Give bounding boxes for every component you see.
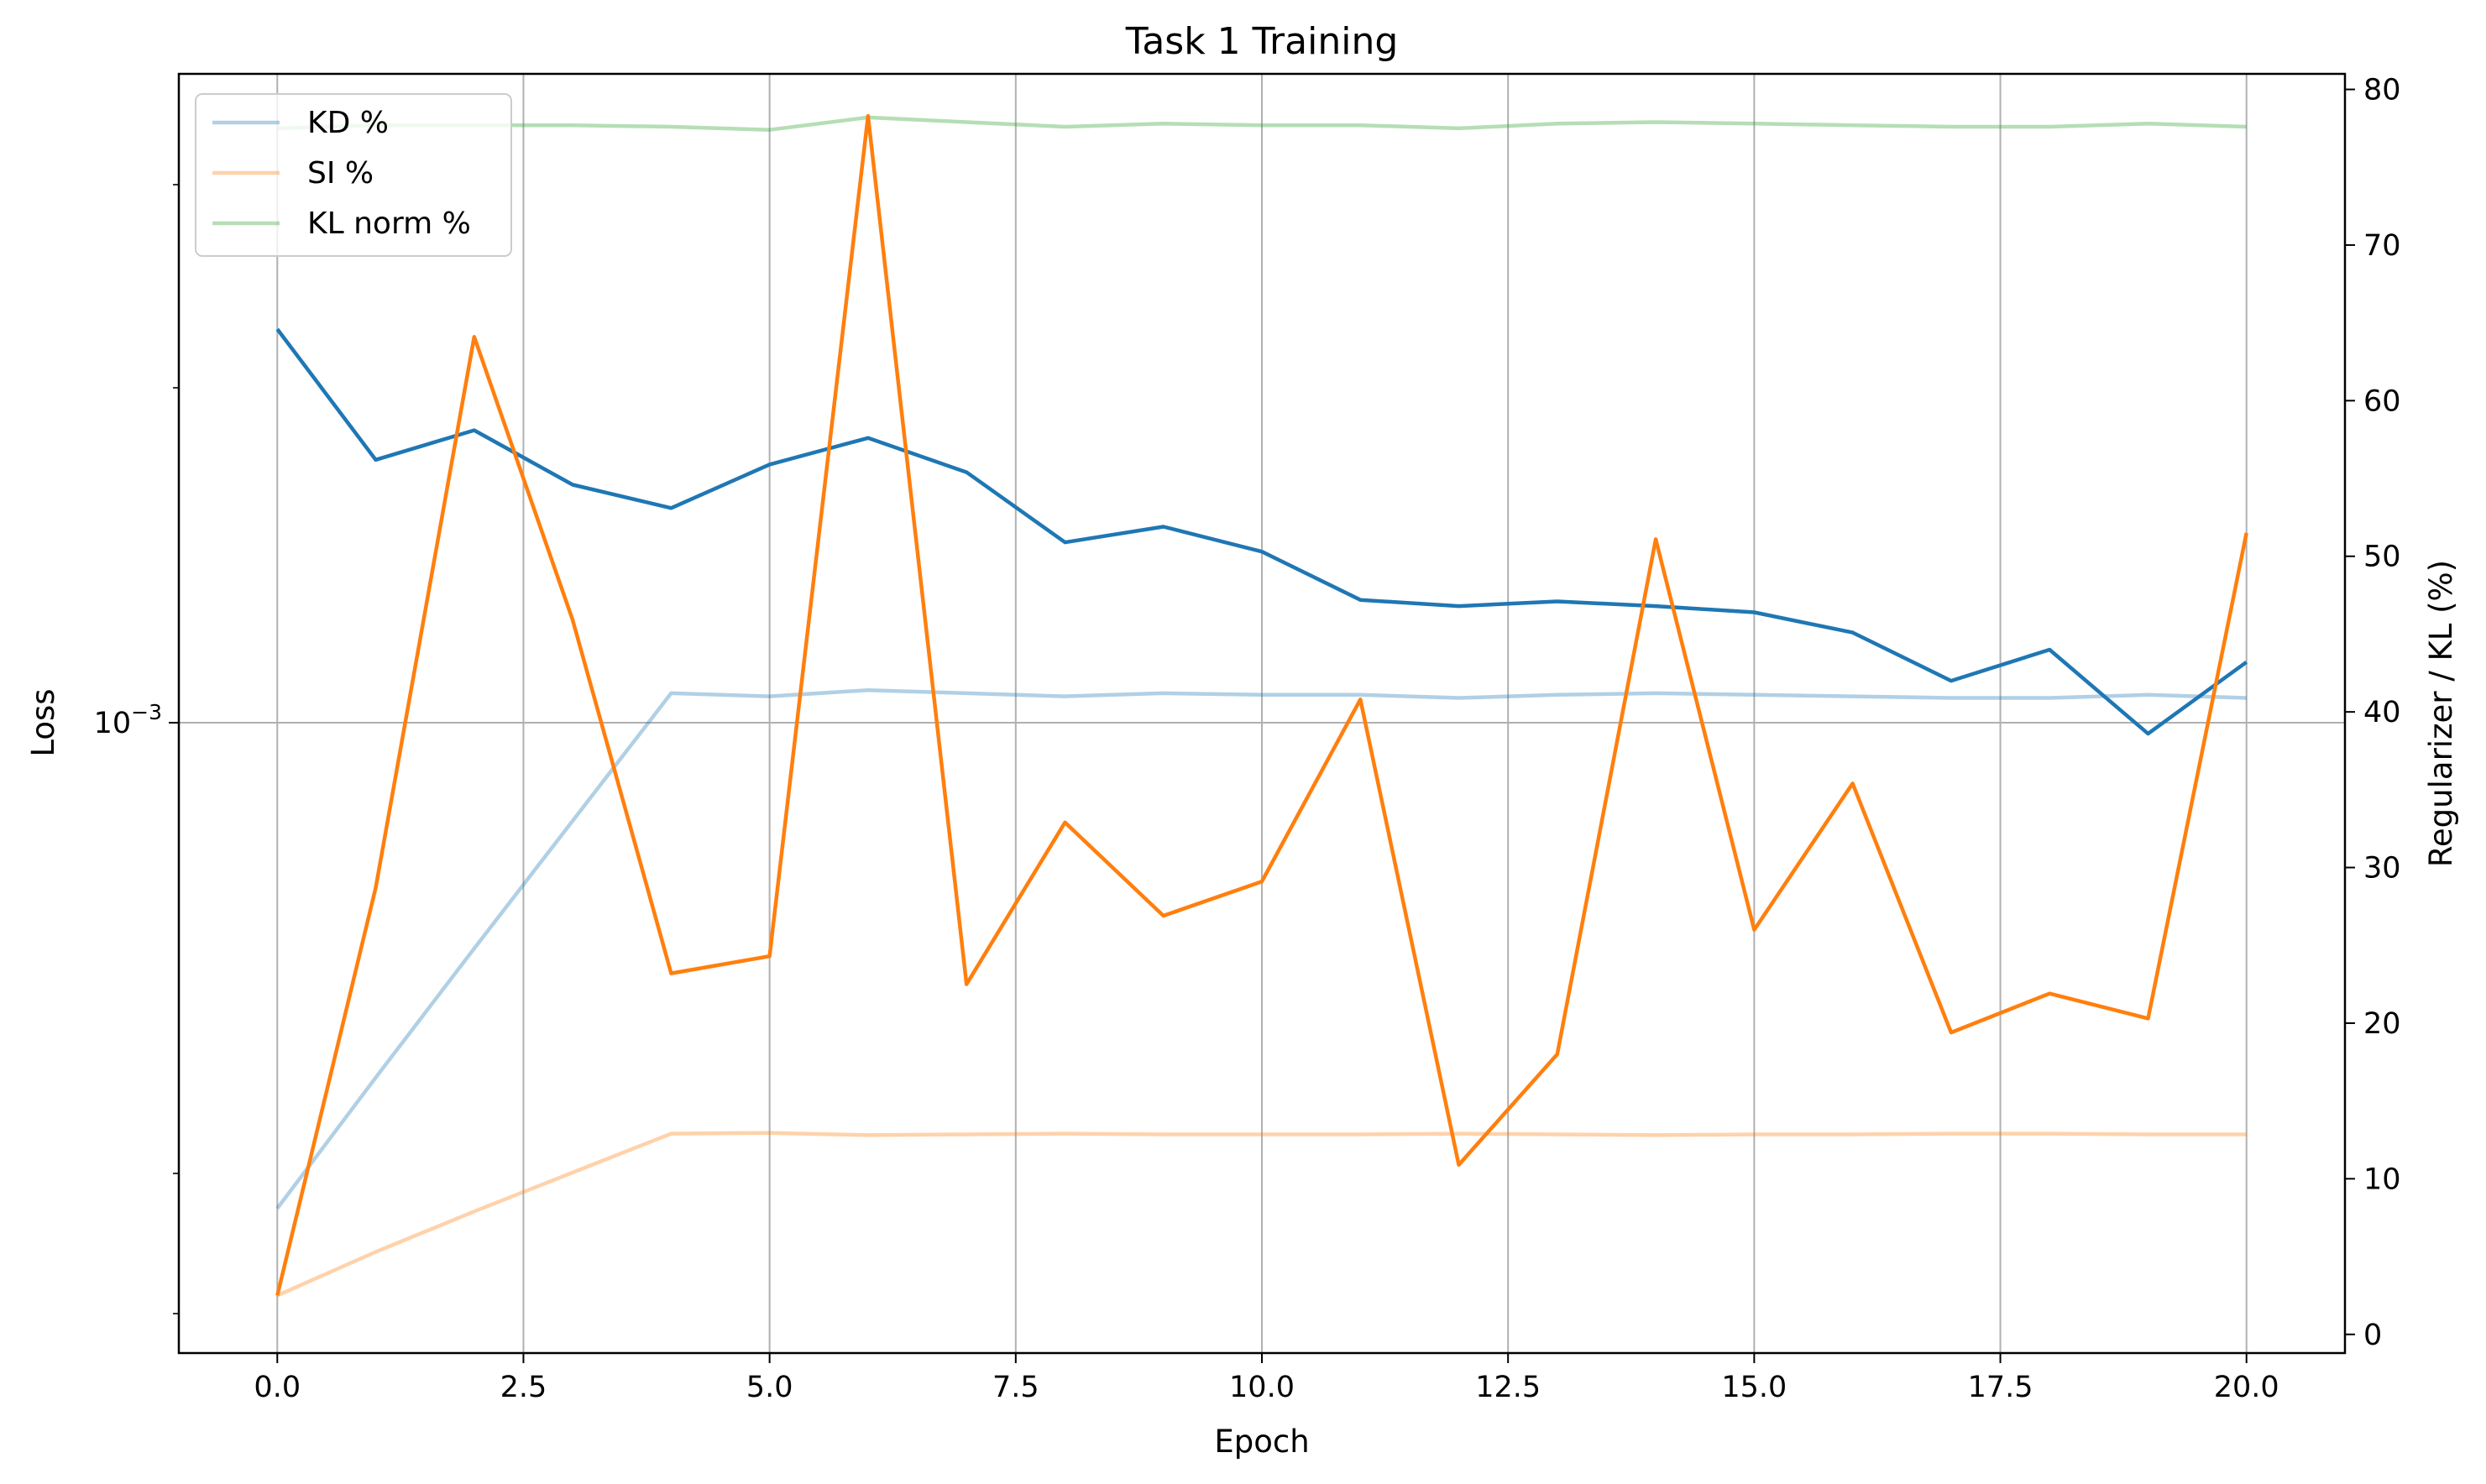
series-line-left-3 [275,327,2248,736]
right-tick-label: 70 [2363,229,2401,263]
legend-box [195,93,512,257]
right-tick-label: 10 [2363,1163,2401,1196]
legend-label: SI % [307,156,374,191]
series-line-si [276,1131,2247,1298]
left-tick-label-base: 10 [94,707,132,740]
right-tick-label: 30 [2363,852,2401,886]
right-tick-label: 60 [2363,384,2401,418]
right-axis-label: Regularizer / KL (%) [2423,560,2459,867]
right-tick-label: 80 [2363,74,2401,107]
series-line-kl-norm [277,115,2247,132]
chart-title: Task 1 Training [1125,20,1399,63]
right-tick-label: 20 [2363,1007,2401,1041]
left-axis: 10−3 [94,184,179,1314]
left-tick-label: 10−3 [94,700,162,740]
x-tick-label: 7.5 [992,1371,1039,1404]
legend-label: KD % [307,106,389,140]
x-tick-label: 15.0 [1721,1371,1787,1404]
series-line-right-4 [275,113,2248,1296]
x-tick-label: 5.0 [746,1371,793,1404]
x-axis: 0.0 2.5 5.0 7.5 10.0 12.5 15.0 17.5 20.0 [254,1353,2279,1404]
right-tick-label: 50 [2363,541,2401,574]
right-axis: 0 10 20 30 40 50 60 70 80 [2345,74,2401,1352]
right-tick-label: 40 [2363,696,2401,729]
legend: KD % SI % KL norm % [195,93,512,257]
right-tick-label: 0 [2363,1319,2382,1352]
x-axis-label: Epoch [1214,1424,1309,1460]
series-layer [275,113,2248,1298]
x-tick-label: 2.5 [500,1371,547,1404]
x-tick-label: 10.0 [1229,1371,1295,1404]
series-line-kd [275,687,2247,1210]
left-tick-label-exponent: −3 [131,700,162,724]
legend-label: KL norm % [307,206,471,241]
x-tick-label: 0.0 [254,1371,301,1404]
x-tick-label: 17.5 [1968,1371,2033,1404]
x-tick-label: 12.5 [1475,1371,1541,1404]
left-axis-label: Loss [25,688,61,756]
x-tick-label: 20.0 [2214,1371,2279,1404]
grid-lines [179,74,2345,1353]
